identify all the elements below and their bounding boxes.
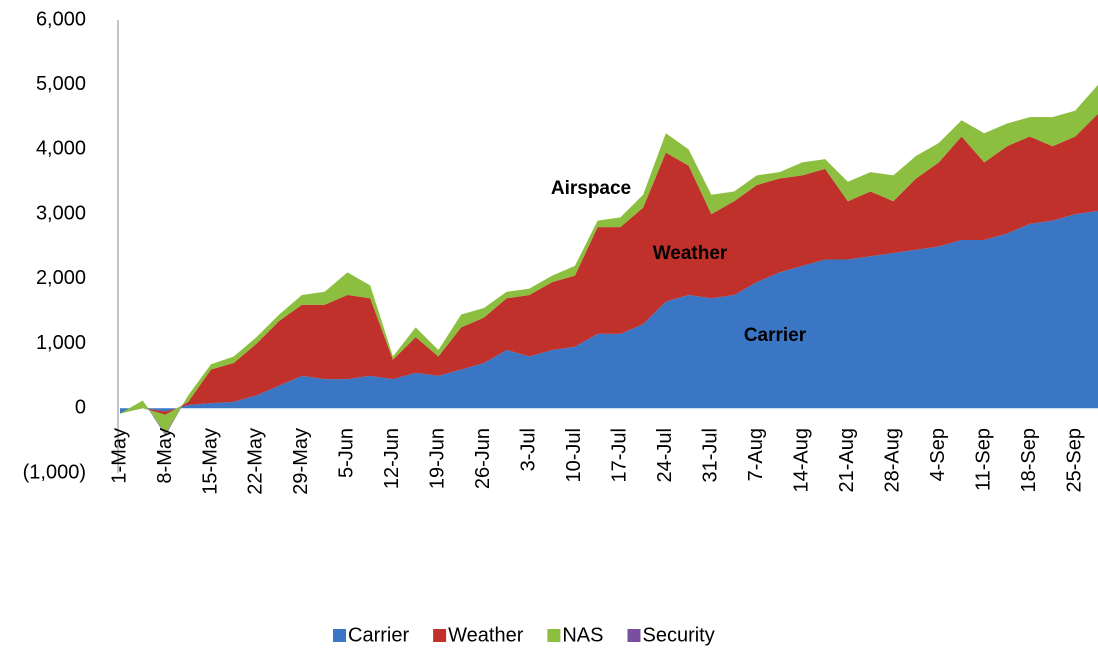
x-tick-label: 28-Aug [882,428,904,493]
x-tick-label: 12-Jun [381,428,403,489]
y-tick-label: 1,000 [36,332,86,354]
y-tick-label: 2,000 [36,267,86,289]
x-tick-label: 7-Aug [745,428,767,481]
x-tick-label: 17-Jul [609,428,631,482]
x-tick-label: 11-Sep [973,428,995,491]
x-tick-label: 22-May [245,428,267,495]
annotation: Airspace [551,178,631,199]
y-tick-label: 0 [75,397,86,419]
x-tick-label: 25-Sep [1064,428,1086,493]
legend-swatch [547,629,561,642]
x-tick-label: 21-Aug [836,428,858,493]
legend-label: Carrier [348,624,409,646]
legend-swatch [627,629,641,642]
x-tick-label: 14-Aug [791,428,813,493]
x-tick-label: 1-May [108,428,130,484]
x-tick-label: 19-Jun [427,428,449,489]
x-tick-label: 24-Jul [654,428,676,482]
y-tick-label: 6,000 [36,8,86,30]
y-tick-label: (1,000) [23,461,86,483]
legend-label: Security [642,624,714,646]
legend-label: Weather [448,624,524,646]
legend-swatch [333,629,346,642]
x-tick-label: 5-Jun [336,428,358,478]
x-tick-label: 3-Jul [518,428,540,471]
legend-label: NAS [562,624,603,646]
x-tick-label: 10-Jul [563,428,585,482]
y-tick-label: 4,000 [36,138,86,160]
x-tick-label: 31-Jul [700,428,722,482]
y-tick-label: 3,000 [36,202,86,224]
x-tick-label: 18-Sep [1018,428,1040,493]
area [120,210,1098,414]
y-tick-label: 5,000 [36,73,86,95]
x-tick-label: 15-May [199,428,221,495]
annotation: Weather [653,243,728,264]
x-tick-label: 26-Jun [472,428,494,489]
legend-swatch [433,629,447,642]
x-tick-label: 4-Sep [927,428,949,481]
x-tick-label: 29-May [290,428,312,495]
area [120,113,1098,415]
annotation: Carrier [744,325,807,346]
x-tick-label: 8-May [154,428,176,484]
